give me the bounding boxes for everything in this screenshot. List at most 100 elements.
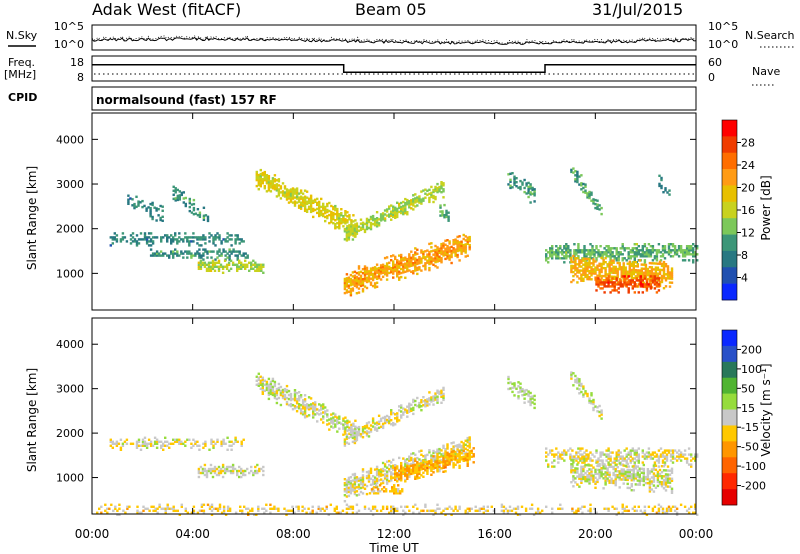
power-cell: [430, 250, 433, 253]
velocity-cell: [608, 475, 611, 478]
power-cell: [157, 214, 160, 217]
velocity-cell: [343, 430, 347, 433]
velocity-cell: [460, 452, 463, 455]
velocity-cell: [357, 429, 361, 433]
velocity-cell: [345, 483, 349, 486]
velocity-cell: [297, 391, 301, 394]
power-cell: [354, 223, 357, 226]
velocity-cell: [442, 460, 445, 463]
velocity-cell: [432, 471, 435, 474]
velocity-cell: [320, 408, 323, 411]
velocity-cell: [400, 471, 403, 474]
power-cell: [309, 202, 313, 206]
power-cell: [590, 193, 593, 196]
velocity-cell: [586, 480, 589, 483]
power-cell: [418, 268, 421, 271]
power-cell: [349, 277, 353, 281]
velocity-cell: [382, 490, 386, 493]
velocity-cell: [231, 465, 235, 469]
velocity-cell: [215, 473, 219, 477]
power-cell: [369, 227, 373, 231]
power-cell: [578, 263, 581, 266]
power-cell: [618, 266, 621, 269]
frequency-panel: Freq. [MHz] 18 8 60 0 Nave: [4, 55, 780, 86]
power-cell: [651, 281, 655, 284]
velocity-cell: [661, 461, 665, 464]
velocity-cell: [255, 513, 258, 516]
velocity-cell: [426, 464, 429, 467]
velocity-cell: [233, 467, 237, 471]
velocity-cell: [153, 442, 157, 445]
power-cell: [533, 200, 536, 203]
velocity-cell: [531, 397, 534, 400]
power-cell: [531, 188, 534, 192]
velocity-cell: [573, 457, 576, 460]
power-cell: [196, 250, 199, 253]
power-cell: [217, 267, 221, 271]
velocity-cell: [390, 461, 393, 464]
power-cell: [232, 250, 235, 253]
velocity-cell: [398, 473, 401, 476]
velocity-cell: [135, 440, 139, 443]
velocity-cell: [650, 476, 654, 479]
velocity-cell: [668, 481, 672, 484]
velocity-cell: [249, 509, 252, 512]
velocity-cell: [557, 451, 560, 454]
power-cell: [434, 264, 437, 268]
velocity-cell: [621, 505, 624, 508]
power-cell: [349, 294, 353, 297]
velocity-cell: [661, 451, 665, 454]
power-cell: [576, 257, 579, 260]
velocity-cell: [634, 465, 638, 468]
velocity-cell: [626, 478, 629, 482]
velocity-cell: [357, 477, 361, 480]
velocity-cell: [363, 427, 367, 430]
power-cell: [565, 255, 568, 258]
power-cell: [460, 242, 463, 245]
power-cell: [371, 278, 375, 282]
power-cell: [563, 257, 566, 260]
power-cell: [428, 198, 431, 202]
velocity-cell: [353, 490, 357, 494]
colorbar-swatch: [722, 136, 737, 154]
power-cell: [190, 236, 193, 239]
power-cell: [293, 204, 297, 207]
velocity-cell: [197, 475, 201, 479]
velocity-cell: [577, 455, 580, 458]
velocity-cell: [651, 507, 655, 510]
velocity-cell: [339, 511, 343, 514]
power-cell: [584, 265, 587, 269]
power-cell: [570, 264, 573, 268]
power-cell: [190, 211, 194, 214]
power-cell: [670, 271, 674, 274]
power-cell: [318, 204, 321, 208]
velocity-cell: [536, 507, 540, 510]
power-cell: [123, 236, 127, 239]
velocity-cell: [221, 475, 225, 479]
power-cell: [594, 206, 597, 210]
velocity-cell: [385, 420, 389, 424]
power-cell: [115, 240, 119, 243]
power-cell: [643, 253, 647, 256]
power-cell: [602, 279, 605, 282]
power-cell: [373, 222, 377, 225]
power-cell: [226, 256, 229, 259]
power-cell: [452, 251, 455, 254]
power-cell: [615, 277, 618, 280]
power-cell: [436, 182, 439, 186]
velocity-cell: [563, 449, 566, 452]
power-cell: [342, 217, 345, 220]
power-cell: [359, 276, 363, 280]
power-cell: [444, 257, 447, 261]
power-cell: [679, 249, 683, 252]
power-cell: [334, 219, 337, 222]
velocity-cell: [553, 459, 556, 462]
velocity-cell: [147, 438, 151, 441]
velocity-cell: [271, 387, 275, 391]
velocity-cell: [200, 509, 204, 512]
power-cell: [196, 238, 199, 241]
power-cell: [309, 210, 313, 214]
power-cell: [351, 238, 355, 241]
power-cell: [638, 269, 642, 272]
velocity-cell: [265, 503, 268, 506]
